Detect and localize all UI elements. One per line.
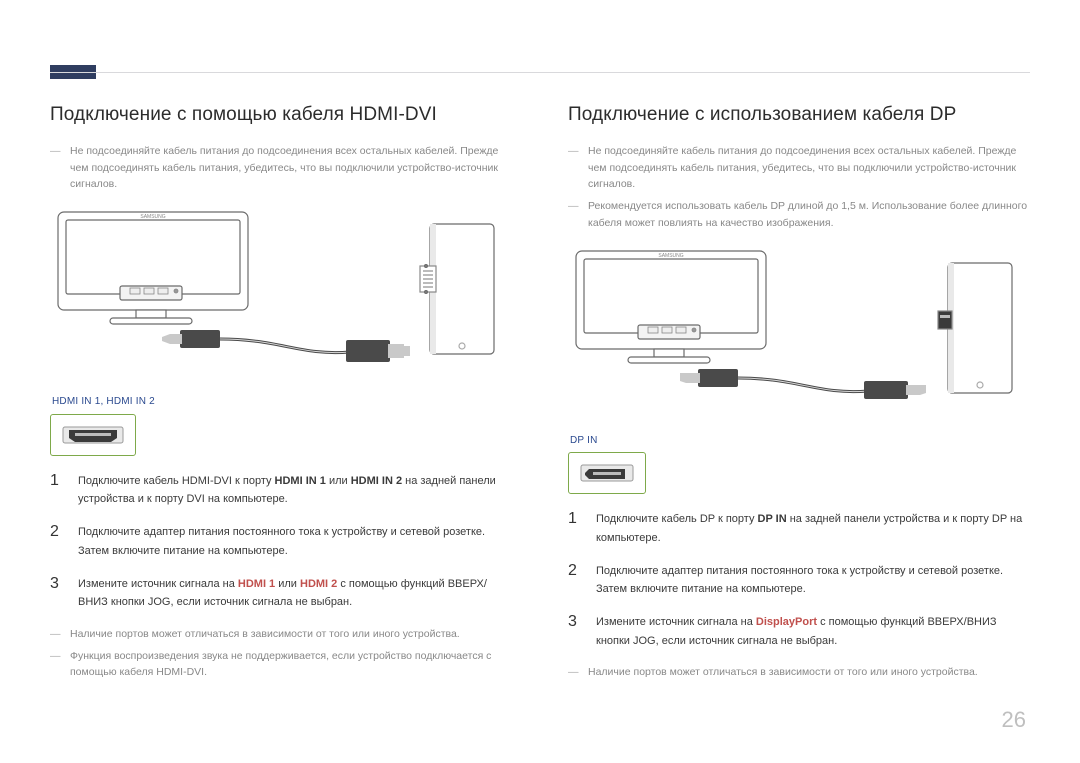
- dp-plug-icon: [864, 381, 926, 399]
- hdmi-plug-icon: [162, 330, 220, 348]
- steps-list: 1 Подключите кабель DP к порту DP IN на …: [568, 510, 1030, 650]
- header-rule: [50, 72, 1030, 73]
- note-dash-icon: ―: [568, 664, 582, 680]
- note-text: Не подсоединяйте кабель питания до подсо…: [70, 143, 512, 192]
- step-text: Подключите адаптер питания постоянного т…: [78, 523, 512, 560]
- pc-tower-icon: [938, 263, 1012, 393]
- step-item: 1 Подключите кабель HDMI-DVI к порту HDM…: [50, 472, 512, 509]
- column-hdmi-dvi: Подключение с помощью кабеля HDMI-DVI ― …: [50, 100, 512, 687]
- step-item: 1 Подключите кабель DP к порту DP IN на …: [568, 510, 1030, 547]
- note-text: Рекомендуется использовать кабель DP дли…: [588, 198, 1030, 231]
- port-caption: HDMI IN 1, HDMI IN 2: [52, 394, 512, 410]
- step-text: Измените источник сигнала на HDMI 1 или …: [78, 575, 512, 612]
- brand-text: SAMSUNG: [658, 253, 683, 259]
- note-text: Наличие портов может отличаться в зависи…: [588, 664, 978, 680]
- note-item: ― Наличие портов может отличаться в зави…: [568, 664, 1030, 680]
- diagram-dp: SAMSUNG: [568, 245, 1030, 425]
- step-item: 2 Подключите адаптер питания постоянного…: [50, 523, 512, 560]
- port-caption: DP IN: [570, 433, 1030, 449]
- step-text: Подключите кабель DP к порту DP IN на за…: [596, 510, 1030, 547]
- port-zoom-box: [50, 414, 136, 456]
- connection-diagram-svg: SAMSUNG: [568, 245, 1028, 405]
- step-text: Измените источник сигнала на DisplayPort…: [596, 613, 1030, 650]
- note-dash-icon: ―: [50, 143, 64, 192]
- footnotes: ― Наличие портов может отличаться в зави…: [568, 664, 1030, 680]
- hdmi-port-icon: [61, 423, 125, 447]
- dp-plug-icon: [680, 369, 738, 387]
- dvi-plug-icon: [346, 340, 410, 362]
- step-item: 3 Измените источник сигнала на HDMI 1 ил…: [50, 575, 512, 612]
- note-item: ― Не подсоединяйте кабель питания до под…: [50, 143, 512, 192]
- step-text: Подключите кабель HDMI-DVI к порту HDMI …: [78, 472, 512, 509]
- step-number: 3: [568, 613, 582, 650]
- note-item: ― Наличие портов может отличаться в зави…: [50, 626, 512, 642]
- column-dp: Подключение с использованием кабеля DP ―…: [568, 100, 1030, 687]
- port-zoom-box: [568, 452, 646, 494]
- note-text: Наличие портов может отличаться в зависи…: [70, 626, 460, 642]
- page-number: 26: [1002, 707, 1026, 733]
- steps-list: 1 Подключите кабель HDMI-DVI к порту HDM…: [50, 472, 512, 612]
- note-text: Функция воспроизведения звука не поддерж…: [70, 648, 512, 681]
- section-title-hdmi-dvi: Подключение с помощью кабеля HDMI-DVI: [50, 100, 512, 129]
- note-dash-icon: ―: [568, 198, 582, 231]
- connection-diagram-svg: SAMSUNG: [50, 206, 510, 366]
- step-number: 1: [568, 510, 582, 547]
- brand-text: SAMSUNG: [140, 214, 165, 220]
- section-title-dp: Подключение с использованием кабеля DP: [568, 100, 1030, 129]
- step-item: 3 Измените источник сигнала на DisplayPo…: [568, 613, 1030, 650]
- step-number: 2: [568, 562, 582, 599]
- note-dash-icon: ―: [568, 143, 582, 192]
- footnotes: ― Наличие портов может отличаться в зави…: [50, 626, 512, 681]
- pc-tower-icon: [420, 224, 494, 354]
- dp-port-icon: [579, 461, 635, 485]
- step-text: Подключите адаптер питания постоянного т…: [596, 562, 1030, 599]
- note-item: ― Не подсоединяйте кабель питания до под…: [568, 143, 1030, 192]
- note-item: ― Функция воспроизведения звука не подде…: [50, 648, 512, 681]
- note-item: ― Рекомендуется использовать кабель DP д…: [568, 198, 1030, 231]
- step-item: 2 Подключите адаптер питания постоянного…: [568, 562, 1030, 599]
- step-number: 1: [50, 472, 64, 509]
- note-dash-icon: ―: [50, 626, 64, 642]
- step-number: 3: [50, 575, 64, 612]
- diagram-hdmi-dvi: SAMSUNG: [50, 206, 512, 386]
- note-text: Не подсоединяйте кабель питания до подсо…: [588, 143, 1030, 192]
- step-number: 2: [50, 523, 64, 560]
- note-dash-icon: ―: [50, 648, 64, 681]
